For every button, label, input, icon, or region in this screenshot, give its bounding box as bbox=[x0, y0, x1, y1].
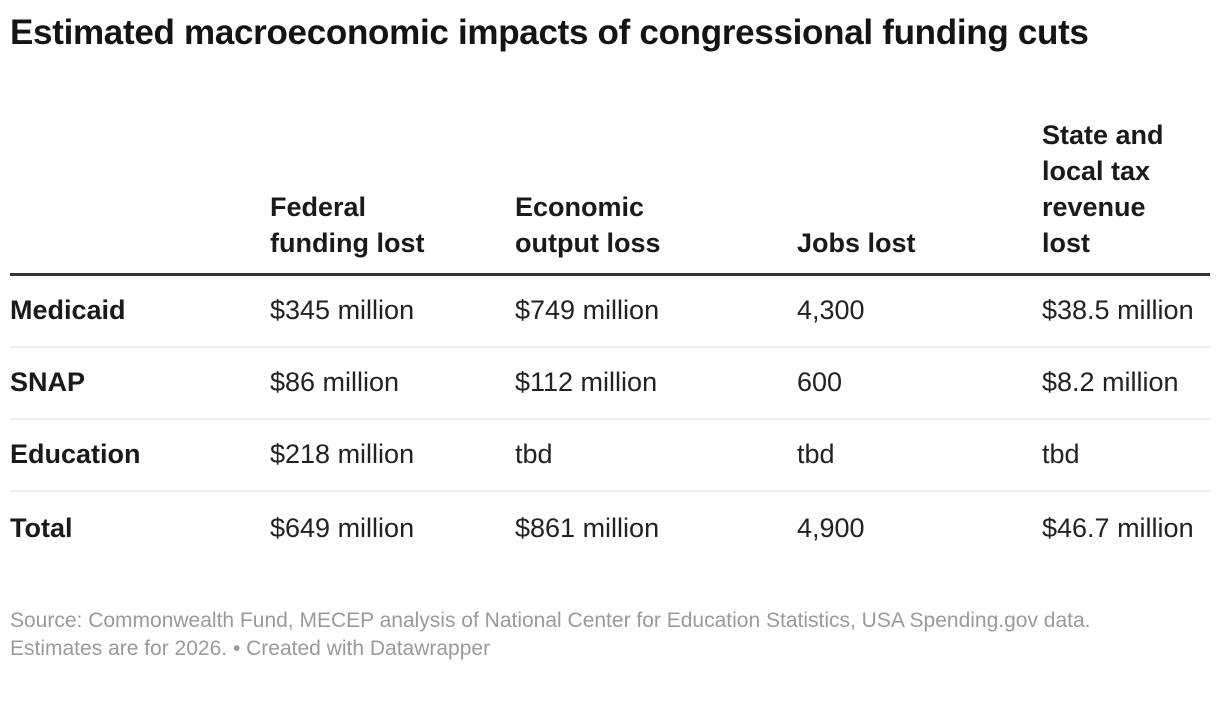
cell-education-tax-revenue: tbd bbox=[1042, 418, 1210, 492]
cell-snap-output-loss: $112 million bbox=[515, 346, 797, 420]
column-header-jobs-lost: Jobs lost bbox=[797, 117, 1042, 276]
cell-snap-federal-funding: $86 million bbox=[270, 346, 515, 420]
column-header-state-local-tax-revenue-lost: State and local tax revenue lost bbox=[1042, 117, 1210, 276]
cell-education-jobs-lost: tbd bbox=[797, 418, 1042, 492]
header-row: Federal funding lost Economic output los… bbox=[10, 117, 1210, 276]
table-row-total: Total $649 million $861 million 4,900 $4… bbox=[10, 491, 1210, 565]
chart-title: Estimated macroeconomic impacts of congr… bbox=[10, 13, 1089, 52]
row-label-education: Education bbox=[10, 418, 270, 492]
table-row-snap: SNAP $86 million $112 million 600 $8.2 m… bbox=[10, 346, 1210, 420]
corner-header-cell bbox=[10, 117, 270, 276]
column-header-economic-output-loss: Economic output loss bbox=[515, 117, 797, 276]
cell-education-output-loss: tbd bbox=[515, 418, 797, 492]
table-row-medicaid: Medicaid $345 million $749 million 4,300… bbox=[10, 274, 1210, 348]
source-attribution: Source: Commonwealth Fund, MECEP analysi… bbox=[10, 608, 1091, 660]
cell-medicaid-jobs-lost: 4,300 bbox=[797, 274, 1042, 348]
data-table: Federal funding lost Economic output los… bbox=[10, 117, 1210, 565]
cell-education-federal-funding: $218 million bbox=[270, 418, 515, 492]
cell-snap-jobs-lost: 600 bbox=[797, 346, 1042, 420]
row-label-medicaid: Medicaid bbox=[10, 274, 270, 348]
column-header-federal-funding-lost: Federal funding lost bbox=[270, 117, 515, 276]
cell-snap-tax-revenue: $8.2 million bbox=[1042, 346, 1210, 420]
row-label-snap: SNAP bbox=[10, 346, 270, 420]
cell-medicaid-tax-revenue: $38.5 million bbox=[1042, 274, 1210, 348]
cell-total-federal-funding: $649 million bbox=[270, 512, 415, 543]
table-row-education: Education $218 million tbd tbd tbd bbox=[10, 418, 1210, 492]
cell-medicaid-federal-funding: $345 million bbox=[270, 274, 515, 348]
cell-total-jobs-lost: 4,900 bbox=[797, 512, 865, 543]
cell-medicaid-output-loss: $749 million bbox=[515, 274, 797, 348]
cell-total-tax-revenue: $46.7 million bbox=[1042, 512, 1194, 543]
cell-total-output-loss: $861 million bbox=[515, 512, 660, 543]
row-label-total: Total bbox=[10, 512, 73, 543]
